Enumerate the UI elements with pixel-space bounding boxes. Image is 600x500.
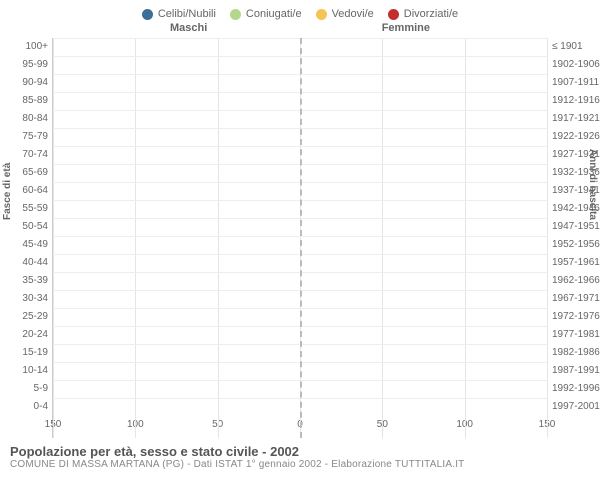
birth-label: 1997-2001 — [552, 398, 600, 416]
y-axis-left: 100+95-9990-9485-8980-8475-7970-7465-696… — [0, 38, 52, 438]
age-label: 70-74 — [0, 146, 48, 164]
plot: 15010050050100150 — [52, 38, 548, 438]
birth-label: 1902-1906 — [552, 56, 600, 74]
legend-label: Celibi/Nubili — [158, 8, 216, 20]
birth-label: 1947-1951 — [552, 218, 600, 236]
age-label: 85-89 — [0, 92, 48, 110]
birth-label: 1907-1911 — [552, 74, 600, 92]
birth-label: 1972-1976 — [552, 308, 600, 326]
birth-label: 1987-1991 — [552, 362, 600, 380]
birth-label: 1992-1996 — [552, 380, 600, 398]
chart-area: 100+95-9990-9485-8980-8475-7970-7465-696… — [0, 38, 600, 438]
birth-label: 1952-1956 — [552, 236, 600, 254]
legend-label: Divorziati/e — [404, 8, 458, 20]
birth-label: 1932-1936 — [552, 164, 600, 182]
birth-label: 1982-1986 — [552, 344, 600, 362]
label-female: Femmine — [382, 22, 430, 34]
age-label: 35-39 — [0, 272, 48, 290]
legend-swatch — [388, 9, 399, 20]
age-label: 30-34 — [0, 290, 48, 308]
footer: Popolazione per età, sesso e stato civil… — [0, 438, 600, 470]
legend-item: Vedovi/e — [316, 8, 374, 20]
birth-label: 1957-1961 — [552, 254, 600, 272]
age-label: 10-14 — [0, 362, 48, 380]
gender-labels: Maschi Femmine — [0, 22, 600, 38]
age-label: 25-29 — [0, 308, 48, 326]
legend: Celibi/Nubili Coniugati/e Vedovi/e Divorzia… — [0, 0, 600, 22]
birth-label: 1927-1931 — [552, 146, 600, 164]
legend-label: Vedovi/e — [332, 8, 374, 20]
legend-swatch — [316, 9, 327, 20]
y-axis-right: ≤ 19011902-19061907-19111912-19161917-19… — [548, 38, 600, 438]
birth-label: 1912-1916 — [552, 92, 600, 110]
birth-label: ≤ 1901 — [552, 38, 600, 56]
legend-swatch — [230, 9, 241, 20]
age-label: 55-59 — [0, 200, 48, 218]
birth-label: 1967-1971 — [552, 290, 600, 308]
age-label: 60-64 — [0, 182, 48, 200]
chart-title: Popolazione per età, sesso e stato civil… — [10, 444, 590, 459]
age-label: 40-44 — [0, 254, 48, 272]
midline — [300, 38, 302, 438]
age-label: 20-24 — [0, 326, 48, 344]
age-label: 45-49 — [0, 236, 48, 254]
legend-item: Coniugati/e — [230, 8, 302, 20]
legend-label: Coniugati/e — [246, 8, 302, 20]
age-label: 15-19 — [0, 344, 48, 362]
chart-subtitle: COMUNE DI MASSA MARTANA (PG) - Dati ISTA… — [10, 459, 590, 470]
birth-label: 1942-1946 — [552, 200, 600, 218]
age-label: 100+ — [0, 38, 48, 56]
birth-label: 1917-1921 — [552, 110, 600, 128]
birth-label: 1922-1926 — [552, 128, 600, 146]
age-label: 5-9 — [0, 380, 48, 398]
birth-label: 1977-1981 — [552, 326, 600, 344]
legend-item: Divorziati/e — [388, 8, 458, 20]
legend-item: Celibi/Nubili — [142, 8, 216, 20]
age-label: 0-4 — [0, 398, 48, 416]
birth-label: 1962-1966 — [552, 272, 600, 290]
birth-label: 1937-1941 — [552, 182, 600, 200]
age-label: 90-94 — [0, 74, 48, 92]
age-label: 95-99 — [0, 56, 48, 74]
age-label: 75-79 — [0, 128, 48, 146]
age-label: 65-69 — [0, 164, 48, 182]
age-label: 80-84 — [0, 110, 48, 128]
age-label: 50-54 — [0, 218, 48, 236]
label-male: Maschi — [170, 22, 207, 34]
legend-swatch — [142, 9, 153, 20]
